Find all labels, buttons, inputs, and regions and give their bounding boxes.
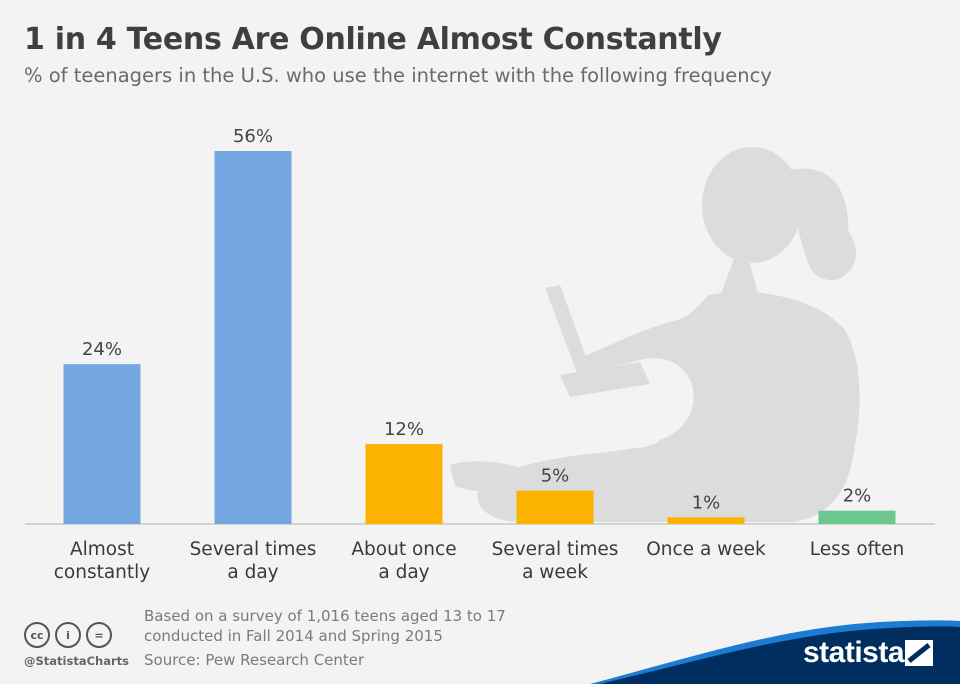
bar-3 bbox=[516, 490, 594, 524]
bar-0 bbox=[63, 364, 141, 524]
value-label-3: 5% bbox=[541, 466, 570, 487]
bar-5 bbox=[818, 510, 896, 524]
category-label-line: a day bbox=[378, 562, 429, 583]
bar-1 bbox=[214, 151, 292, 524]
category-label-0: Almost constantly bbox=[54, 539, 151, 583]
bar-4 bbox=[667, 517, 745, 524]
value-labels-group: 24% 56% 12% 5% 1% 2% bbox=[82, 126, 871, 513]
twitter-handle[interactable]: @StatistaCharts bbox=[24, 654, 129, 668]
category-label-4: Once a week bbox=[646, 539, 766, 560]
girl-with-laptop-illustration bbox=[450, 147, 860, 522]
value-label-5: 2% bbox=[843, 486, 872, 507]
value-label-4: 1% bbox=[692, 492, 721, 513]
nd-icon[interactable]: = bbox=[86, 622, 112, 648]
category-label-3: Several times a week bbox=[492, 539, 619, 583]
survey-note-line-2: conducted in Fall 2014 and Spring 2015 bbox=[144, 627, 443, 645]
value-label-0: 24% bbox=[82, 339, 122, 360]
statista-logo-icon bbox=[905, 640, 933, 666]
category-label-line: a day bbox=[227, 562, 278, 583]
source-line: Source: Pew Research Center bbox=[144, 651, 365, 669]
category-label-line: About once bbox=[351, 539, 456, 560]
category-label-5: Less often bbox=[810, 539, 904, 560]
survey-note: Based on a survey of 1,016 teens aged 13… bbox=[144, 606, 506, 646]
category-label-1: Several times a day bbox=[190, 539, 317, 583]
license-icons: cc i = bbox=[24, 622, 112, 648]
statista-logo[interactable]: statista bbox=[803, 636, 905, 669]
category-label-2: About once a day bbox=[351, 539, 456, 583]
value-label-1: 56% bbox=[233, 126, 273, 147]
by-icon[interactable]: i bbox=[55, 622, 81, 648]
category-label-line: Less often bbox=[810, 539, 904, 560]
category-label-line: Almost bbox=[70, 539, 134, 560]
value-label-2: 12% bbox=[384, 419, 424, 440]
cc-icon[interactable]: cc bbox=[24, 622, 50, 648]
category-label-line: Once a week bbox=[646, 539, 766, 560]
category-label-line: Several times bbox=[492, 539, 619, 560]
category-label-line: a week bbox=[522, 562, 588, 583]
bars-group bbox=[63, 151, 896, 524]
bar-2 bbox=[365, 444, 443, 524]
category-label-line: constantly bbox=[54, 562, 151, 583]
chart-subtitle: % of teenagers in the U.S. who use the i… bbox=[24, 64, 772, 87]
chart-title: 1 in 4 Teens Are Online Almost Constantl… bbox=[24, 22, 722, 57]
category-label-line: Several times bbox=[190, 539, 317, 560]
survey-note-line-1: Based on a survey of 1,016 teens aged 13… bbox=[144, 607, 506, 625]
